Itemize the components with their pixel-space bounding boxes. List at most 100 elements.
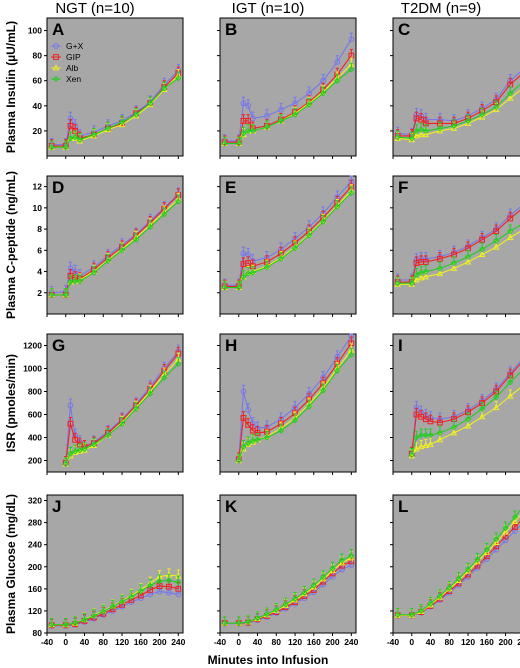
panel-letter: K	[225, 497, 238, 516]
y-tick-label: 200	[28, 456, 42, 466]
data-point	[156, 578, 163, 585]
data-point	[67, 122, 74, 129]
data-point	[478, 113, 486, 120]
x-tick-label: 240	[517, 637, 520, 647]
data-point	[72, 619, 79, 627]
data-point	[320, 387, 327, 394]
y-tick-label: 100	[28, 26, 42, 36]
data-point	[507, 94, 514, 101]
data-point	[348, 351, 355, 358]
data-point	[334, 59, 341, 65]
data-point	[48, 291, 55, 298]
panel-g: 200 400 600 800 1000 1200 G	[23, 333, 184, 475]
legend-marker	[52, 75, 60, 83]
x-tick-label: 240	[344, 637, 358, 647]
data-point	[147, 100, 154, 107]
row-label-cpeptide: Plasma C-peptide (ng/mL)	[4, 171, 18, 319]
y-tick-label: 240	[28, 540, 42, 550]
data-point	[320, 218, 327, 225]
data-point	[104, 432, 112, 439]
data-point	[291, 245, 299, 252]
data-point	[72, 448, 79, 455]
data-point	[263, 611, 271, 618]
data-point	[118, 120, 126, 128]
data-point	[245, 407, 252, 413]
panel-letter: I	[398, 336, 403, 355]
legend-marker	[53, 43, 59, 49]
data-point	[175, 360, 182, 368]
data-point	[408, 611, 415, 618]
x-tick-label: 40	[426, 637, 436, 647]
data-point	[493, 228, 500, 235]
data-point	[478, 111, 486, 118]
legend-marker	[52, 64, 60, 71]
data-point	[413, 271, 420, 278]
data-point	[166, 583, 172, 590]
data-point	[301, 589, 308, 596]
data-point	[413, 434, 420, 441]
data-point	[339, 566, 345, 573]
data-point	[422, 272, 430, 280]
data-point	[282, 601, 289, 608]
data-point	[338, 558, 346, 566]
data-point	[422, 441, 430, 449]
panel-f: F	[390, 175, 520, 317]
data-point	[478, 246, 486, 253]
data-point	[436, 269, 444, 277]
data-point	[67, 420, 74, 427]
panel-d: 2 4 6 8 10 12 D	[33, 175, 184, 317]
data-point	[413, 127, 420, 135]
data-point	[235, 140, 242, 147]
data-point	[291, 417, 299, 424]
data-point	[67, 135, 74, 142]
data-point	[493, 103, 500, 111]
data-point	[118, 119, 126, 126]
data-point	[483, 553, 490, 560]
y-tick-label: 1200	[23, 341, 42, 351]
data-point	[245, 421, 252, 428]
y-tick-label: 10	[33, 203, 43, 213]
data-point	[72, 436, 79, 443]
data-point	[334, 77, 341, 84]
data-point	[450, 122, 458, 129]
y-tick-label: 20	[33, 126, 43, 136]
series-line	[411, 371, 520, 455]
series-xen	[408, 371, 520, 458]
y-tick-label: 400	[28, 433, 42, 443]
panel-letter: H	[225, 336, 237, 355]
data-point	[348, 189, 355, 197]
x-tick-label: 160	[134, 637, 148, 647]
data-point	[320, 574, 327, 581]
panel-c: C	[390, 17, 520, 159]
data-point	[464, 117, 472, 124]
data-point	[408, 280, 415, 287]
data-point	[474, 562, 481, 569]
data-point	[175, 579, 182, 586]
y-tick-label: 160	[28, 584, 42, 594]
row-label-insulin: Plasma Insulin (µU/mL)	[4, 21, 18, 153]
data-point	[348, 36, 355, 43]
data-point	[147, 223, 154, 231]
data-point	[118, 598, 126, 605]
panel-letter: F	[398, 178, 408, 197]
panel-letter: E	[225, 178, 236, 197]
y-tick-label: 120	[28, 606, 42, 616]
data-point	[478, 412, 486, 420]
x-tick-label: 40	[253, 637, 263, 647]
data-point	[137, 587, 144, 595]
panel-i: I	[390, 333, 520, 475]
data-point	[436, 255, 443, 262]
x-tick-label: -40	[387, 637, 400, 647]
data-point	[413, 132, 420, 139]
panel-background	[392, 175, 520, 315]
data-point	[418, 607, 425, 615]
series-gip	[235, 336, 355, 463]
series-xen	[48, 573, 182, 628]
data-point	[291, 111, 299, 118]
data-point	[408, 451, 415, 458]
y-tick-label: 1000	[23, 364, 42, 374]
data-point	[235, 457, 242, 464]
data-point	[436, 592, 444, 600]
series-line	[224, 180, 352, 286]
y-tick-label: 320	[28, 496, 42, 506]
